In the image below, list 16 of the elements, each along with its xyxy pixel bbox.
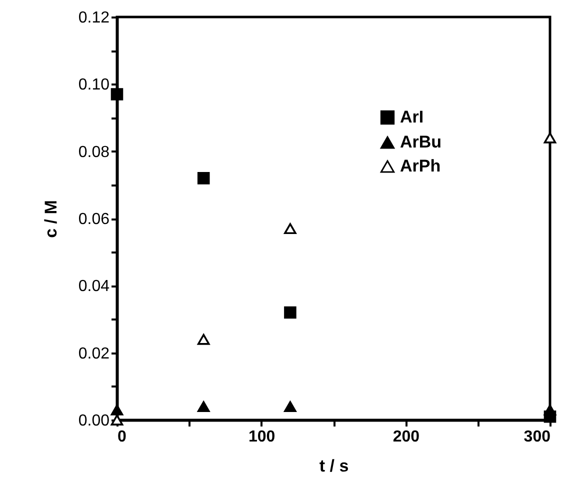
x-tick-label: 100	[248, 428, 276, 446]
y-tick-label: 0.06	[78, 211, 110, 228]
y-tick-label: 0.04	[78, 278, 110, 296]
y-tick-label: 0.00	[78, 412, 110, 430]
legend-label: ArBu	[400, 132, 442, 152]
y-tick-label: 0.02	[78, 345, 110, 362]
x-axis-title: t / s	[319, 456, 349, 476]
x-tick-label: 0	[118, 428, 126, 446]
y-tick-label: 0.12	[78, 10, 110, 26]
y-tick-label: 0.10	[78, 76, 110, 94]
y-tick-label: 0.08	[78, 144, 110, 161]
x-tick-label: 200	[392, 428, 420, 446]
legend-label: ArI	[400, 108, 424, 126]
x-tick-label: 300	[524, 428, 551, 446]
y-axis-title: c / M	[41, 200, 60, 238]
legend-label: ArPh	[400, 156, 441, 176]
